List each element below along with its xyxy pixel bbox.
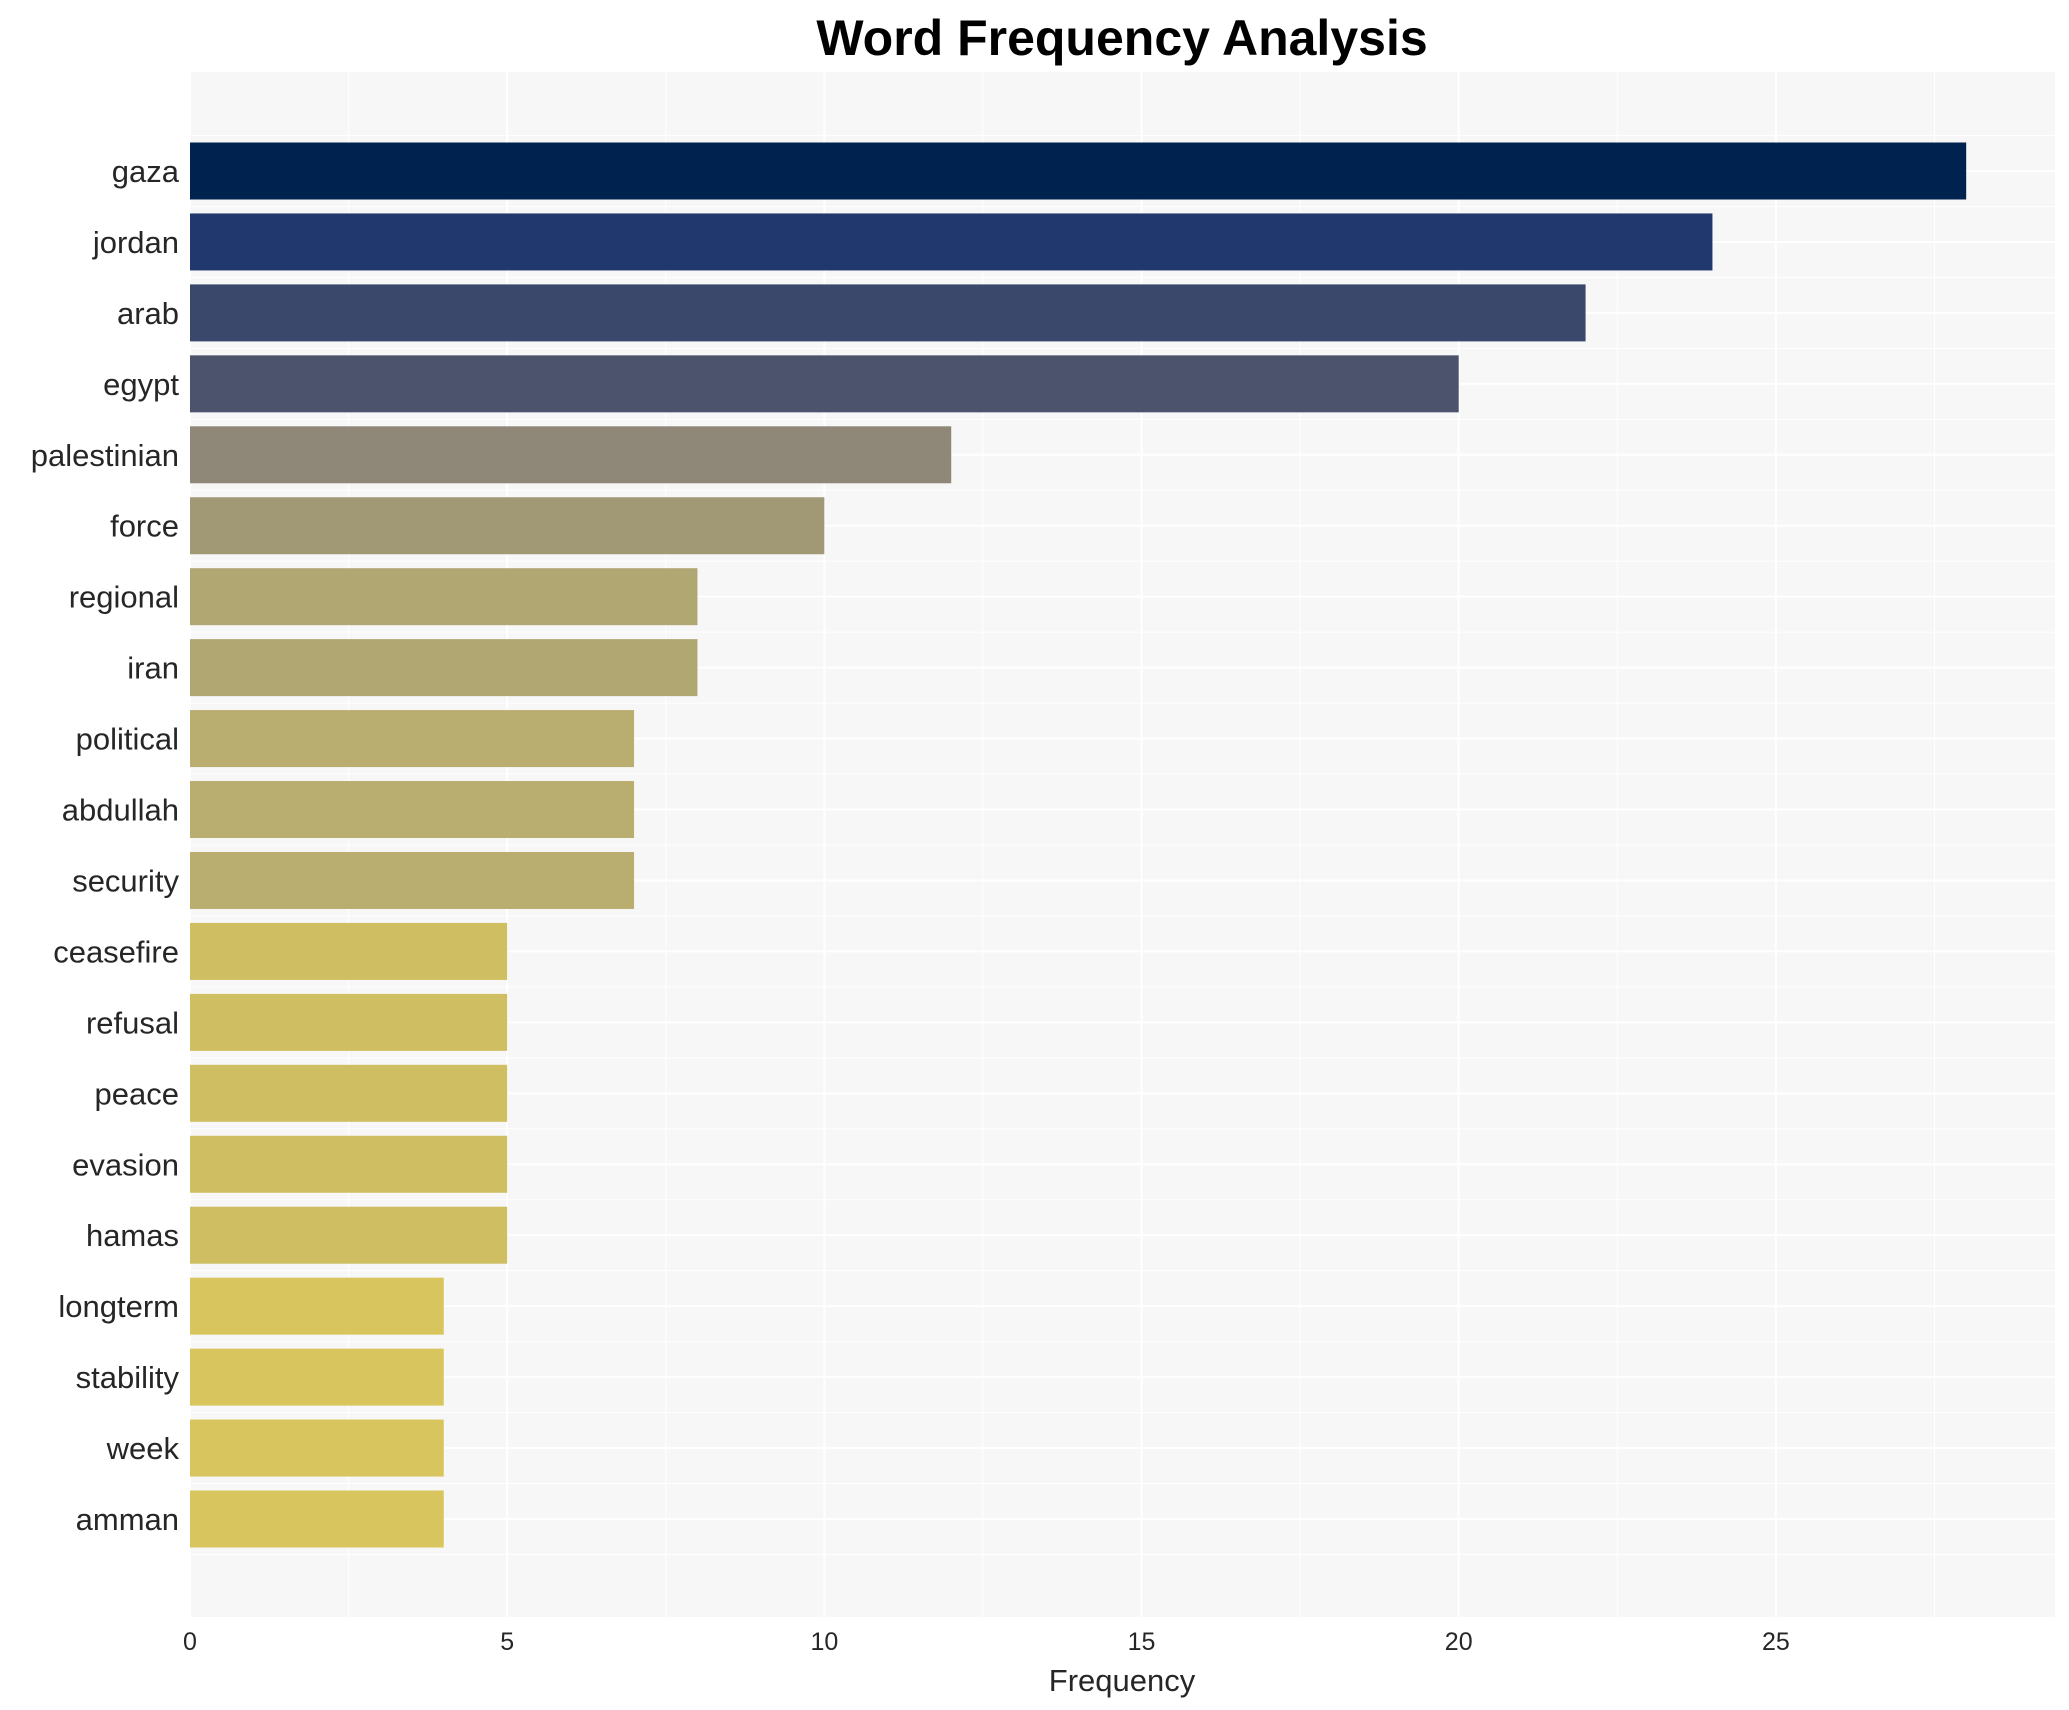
bar-stability xyxy=(190,1348,444,1406)
category-label-peace: peace xyxy=(95,1076,179,1111)
category-label-political: political xyxy=(76,722,179,757)
bar-political xyxy=(190,710,635,768)
x-tick-label: 25 xyxy=(1762,1628,1790,1656)
bar-palestinian xyxy=(190,426,952,484)
category-label-stability: stability xyxy=(76,1360,180,1395)
x-axis-label: Frequency xyxy=(1049,1663,1196,1698)
category-label-amman: amman xyxy=(76,1502,179,1537)
bar-security xyxy=(190,851,635,909)
x-tick-label: 15 xyxy=(1128,1628,1156,1656)
bar-ceasefire xyxy=(190,922,508,980)
category-label-palestinian: palestinian xyxy=(31,438,179,473)
bar-regional xyxy=(190,568,698,626)
bar-arab xyxy=(190,284,1586,342)
x-tick-label: 0 xyxy=(183,1628,197,1656)
bar-refusal xyxy=(190,993,508,1051)
bar-gaza xyxy=(190,142,1967,200)
category-label-jordan: jordan xyxy=(92,225,179,260)
category-label-week: week xyxy=(106,1431,180,1466)
category-label-abdullah: abdullah xyxy=(62,793,179,828)
category-label-hamas: hamas xyxy=(86,1218,179,1253)
bar-force xyxy=(190,497,825,555)
category-label-force: force xyxy=(110,509,179,544)
bar-week xyxy=(190,1419,444,1477)
x-tick-label: 5 xyxy=(500,1628,514,1656)
bar-longterm xyxy=(190,1277,444,1335)
bar-iran xyxy=(190,639,698,697)
bar-jordan xyxy=(190,213,1713,271)
category-label-security: security xyxy=(72,863,179,898)
category-label-evasion: evasion xyxy=(72,1147,179,1182)
category-labels: gaza jordan arab egypt palestinian force regio… xyxy=(31,154,180,1537)
bar-hamas xyxy=(190,1206,508,1264)
category-label-arab: arab xyxy=(117,296,179,331)
category-label-gaza: gaza xyxy=(112,154,180,189)
chart-title: Word Frequency Analysis xyxy=(816,10,1427,66)
bar-evasion xyxy=(190,1135,508,1193)
x-tick-label: 20 xyxy=(1445,1628,1473,1656)
x-tick-label: 10 xyxy=(810,1628,838,1656)
bars xyxy=(190,142,1967,1548)
category-label-refusal: refusal xyxy=(86,1005,179,1040)
bar-egypt xyxy=(190,355,1459,413)
x-tick-labels: 0 5 10 15 20 25 xyxy=(183,1628,1790,1656)
category-label-regional: regional xyxy=(69,580,179,615)
category-label-iran: iran xyxy=(127,651,179,686)
bar-amman xyxy=(190,1490,444,1548)
category-label-longterm: longterm xyxy=(58,1289,179,1324)
bar-abdullah xyxy=(190,781,635,839)
bar-peace xyxy=(190,1064,508,1122)
category-label-ceasefire: ceasefire xyxy=(53,934,179,969)
category-label-egypt: egypt xyxy=(103,367,179,402)
